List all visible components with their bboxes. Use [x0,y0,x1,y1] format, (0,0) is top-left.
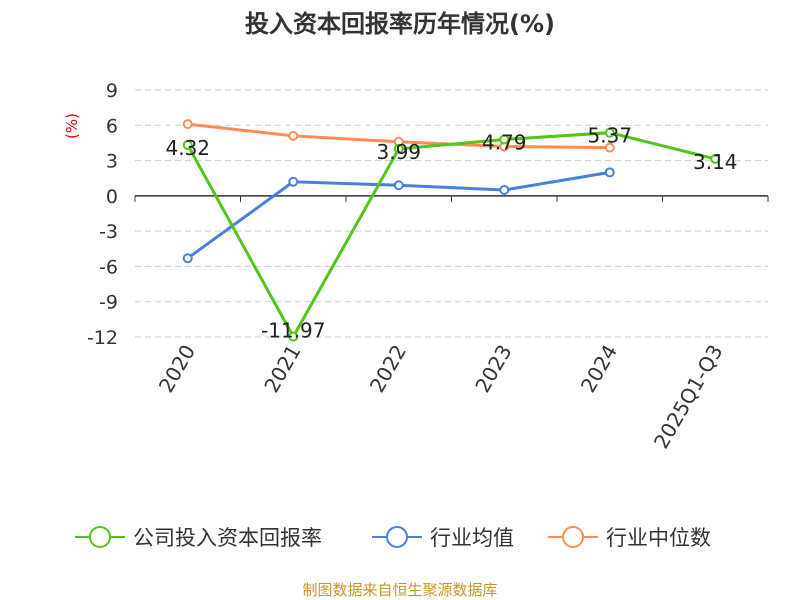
data-label: 3.14 [693,150,738,174]
data-label: 5.37 [587,124,632,148]
data-label: 3.99 [376,140,421,164]
legend-label: 行业中位数 [606,526,711,550]
legend-item: 公司投入资本回报率 [75,526,322,550]
legend-circle-icon [562,526,584,548]
y-tick-label: 0 [106,186,118,208]
data-point [182,253,193,264]
data-point [288,176,299,187]
data-point [393,143,404,154]
x-tick-label: 2024 [576,341,622,397]
data-point [710,153,721,164]
series-line [186,131,716,340]
y-axis-unit-label: (%) [63,113,81,139]
x-tick-label: 2021 [259,341,305,397]
y-tick-label: -12 [87,327,118,349]
data-point [288,130,299,141]
x-tick-label: 2025Q1-Q3 [649,341,728,453]
data-label: 4.32 [165,136,210,160]
chart-title: 投入资本回报率历年情况(%) [245,10,555,38]
data-point [499,134,510,145]
y-tick-label: -9 [99,292,118,314]
legend-label: 公司投入资本回报率 [133,526,322,550]
x-tick-label: 2023 [470,341,516,397]
data-point [604,142,615,153]
legend-circle-icon [386,526,408,548]
data-point [288,331,299,342]
data-point [393,180,404,191]
data-point [604,167,615,178]
footer-source: 制图数据来自恒生聚源数据库 [302,581,497,599]
legend-item: 行业均值 [372,526,514,550]
data-point [604,127,615,138]
y-tick-label: -6 [99,256,118,278]
y-tick-label: 3 [106,151,118,173]
data-label: 4.79 [482,131,527,155]
legend-circle-icon [89,526,111,548]
data-point [182,140,193,151]
data-point [499,184,510,195]
x-tick-label: 2022 [365,341,411,397]
y-tick-label: -3 [99,221,118,243]
legend-item: 行业中位数 [548,526,711,550]
x-tick-label: 2020 [154,341,200,397]
data-label: -11.97 [261,319,325,343]
legend-label: 行业均值 [430,526,514,550]
y-tick-label: 9 [106,80,118,102]
y-tick-label: 6 [106,115,118,137]
data-point [182,119,193,130]
